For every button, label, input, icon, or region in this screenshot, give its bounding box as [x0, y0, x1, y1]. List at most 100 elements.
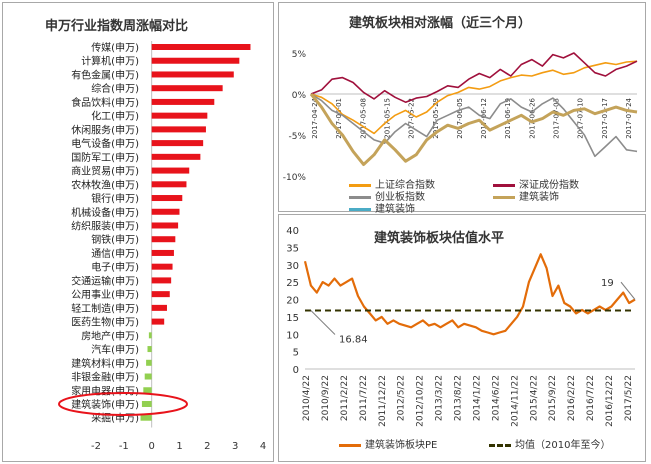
- rel-x-tick-4: 2017-05-22: [408, 98, 416, 139]
- pe-x-tick-0: 2010/4/22: [302, 375, 312, 421]
- weekly-gain-chart-panel: 申万行业指数周涨幅对比 传媒(申万) 计算机(申万) 有色金属(申万) 综合(申万) 食…: [2, 2, 274, 462]
- legend-construction-2-swatch: [349, 207, 371, 211]
- legend-construction-2: 建筑装饰: [349, 200, 415, 215]
- bar-23: [146, 359, 152, 366]
- bar-label-13: 纺织服装(申万): [71, 219, 139, 232]
- weekly-gain-bar-chart: 传媒(申万)计算机(申万)有色金属(申万)综合(申万)食品饮料(申万)化工(申万…: [58, 41, 266, 452]
- bar-1: [151, 57, 240, 64]
- pe-y-tick-3: 25: [286, 278, 299, 289]
- legend-construction-swatch: [493, 195, 515, 199]
- bar-27: [140, 414, 152, 421]
- legend-shanghai-label: 上证综合指数: [375, 180, 435, 191]
- bar-x-tick-3: 1: [176, 441, 182, 452]
- pe-x-tick-1: 2010/9/22: [321, 375, 331, 421]
- legend-shanghai: 上证综合指数: [349, 176, 435, 191]
- bar-10: [151, 181, 187, 188]
- bar-14: [151, 236, 176, 243]
- bar-label-24: 非银金融(申万): [71, 371, 139, 384]
- pe-y-tick-6: 10: [286, 330, 299, 341]
- legend-mean: 均值（2010年至今）: [489, 436, 610, 451]
- legend-shenzhen-label: 深证成份指数: [519, 180, 579, 191]
- bar-13: [151, 222, 179, 229]
- legend-construction-2-label: 建筑装饰: [375, 204, 415, 215]
- highlight-ellipse: [58, 391, 188, 416]
- bar-label-15: 通信(申万): [91, 247, 139, 260]
- rel-x-tick-0: 2017-04-24: [311, 97, 319, 138]
- bar-label-18: 公用事业(申万): [71, 288, 139, 301]
- pe-x-tick-6: 2012/10/22: [416, 375, 426, 427]
- pe-x-tick-8: 2013/8/22: [454, 375, 464, 421]
- rel-series-1: [310, 52, 638, 103]
- weekly-gain-chart-title: 申万行业指数周涨幅对比: [45, 19, 189, 34]
- rel-series-3: [309, 93, 638, 166]
- rel-x-tick-6: 2017-06-05: [456, 98, 464, 139]
- legend-pe-swatch: [339, 443, 361, 447]
- legend-construction-label: 建筑装饰: [519, 192, 559, 203]
- pe-y-tick-4: 20: [286, 296, 299, 307]
- bar-x-tick-6: 4: [260, 441, 266, 452]
- bar-x-tick-1: -1: [119, 441, 129, 452]
- pe-last-annotation: 19: [601, 278, 614, 289]
- bar-label-11: 银行(申万): [91, 192, 139, 205]
- pe-x-tick-2: 2011/2/22: [340, 375, 350, 421]
- bar-x-tick-5: 3: [232, 441, 238, 452]
- rel-x-tick-13: 2017-07-24: [625, 97, 633, 138]
- rel-x-tick-7: 2017-06-12: [480, 98, 488, 139]
- rel-x-tick-12: 2017-07-17: [601, 98, 609, 139]
- pe-x-tick-13: 2015/9/22: [548, 375, 558, 421]
- bar-label-8: 国防军工(申万): [71, 151, 139, 164]
- rel-series-2: [310, 93, 638, 158]
- pe-x-tick-11: 2014/11/22: [510, 375, 520, 427]
- rel-y-tick-0: 5%: [292, 50, 307, 60]
- bar-24: [144, 373, 152, 380]
- legend-pe: 建筑装饰板块PE: [339, 436, 437, 451]
- bar-label-23: 建筑材料(申万): [71, 357, 139, 370]
- relative-performance-line-chart: 5% 0% -5% -10% 2017-04-24 2017-05-01 2017-05-0…: [283, 50, 638, 183]
- bar-3: [151, 85, 223, 92]
- rel-x-tick-8: 2017-06-19: [504, 98, 512, 139]
- rel-x-tick-1: 2017-05-01: [335, 98, 343, 139]
- pe-x-tick-14: 2016/2/22: [567, 375, 577, 421]
- pe-x-tick-5: 2012/5/22: [397, 375, 407, 421]
- bar-6: [151, 126, 206, 133]
- rel-x-tick-9: 2017-06-26: [528, 97, 536, 138]
- legend-pe-label: 建筑装饰板块PE: [365, 440, 438, 451]
- bar-label-22: 汽车(申万): [91, 343, 139, 356]
- pe-mean-callout: [310, 310, 336, 335]
- pe-y-tick-0: 40: [286, 226, 299, 237]
- bar-label-21: 房地产(申万): [81, 329, 139, 342]
- legend-chinext: 创业板指数: [349, 188, 425, 203]
- bar-label-26: 建筑装饰(申万): [71, 398, 139, 411]
- pe-series: [303, 253, 636, 336]
- bar-label-16: 电子(申万): [91, 261, 139, 274]
- pe-y-tick-2: 30: [286, 261, 299, 272]
- rel-y-tick-1: 0%: [292, 91, 307, 101]
- bar-label-17: 交通运输(申万): [71, 274, 139, 287]
- legend-chinext-label: 创业板指数: [375, 192, 425, 203]
- relative-performance-title: 建筑板块相对涨幅（近三个月）: [349, 16, 532, 31]
- bar-label-1: 计算机(申万): [81, 55, 139, 68]
- pe-x-tick-17: 2017/5/22: [624, 375, 634, 421]
- bar-2: [151, 71, 234, 78]
- legend-construction: 建筑装饰: [493, 188, 559, 203]
- bar-x-tick-0: -2: [91, 441, 101, 452]
- bar-11: [151, 195, 183, 202]
- pe-x-tick-15: 2016/7/22: [586, 375, 596, 421]
- pe-x-tick-16: 2016/12/22: [605, 375, 615, 427]
- bar-4: [151, 98, 215, 105]
- bar-12: [151, 208, 180, 215]
- bar-17: [151, 277, 172, 284]
- pe-mean-annotation: 16.84: [339, 334, 368, 345]
- rel-x-tick-3: 2017-05-15: [383, 98, 391, 139]
- bar-label-5: 化工(申万): [91, 110, 139, 123]
- bar-label-0: 传媒(申万): [91, 41, 139, 54]
- bar-label-6: 休闲服务(申万): [71, 123, 139, 136]
- pe-y-tick-1: 35: [286, 243, 299, 254]
- bar-label-9: 商业贸易(申万): [71, 165, 139, 178]
- bar-x-tick-2: 0: [148, 441, 154, 452]
- legend-mean-swatch: [489, 443, 511, 447]
- bar-20: [151, 318, 165, 325]
- bar-label-4: 食品饮料(申万): [71, 96, 139, 109]
- bar-label-7: 电气设备(申万): [71, 137, 139, 150]
- bar-label-19: 轻工制造(申万): [71, 302, 139, 315]
